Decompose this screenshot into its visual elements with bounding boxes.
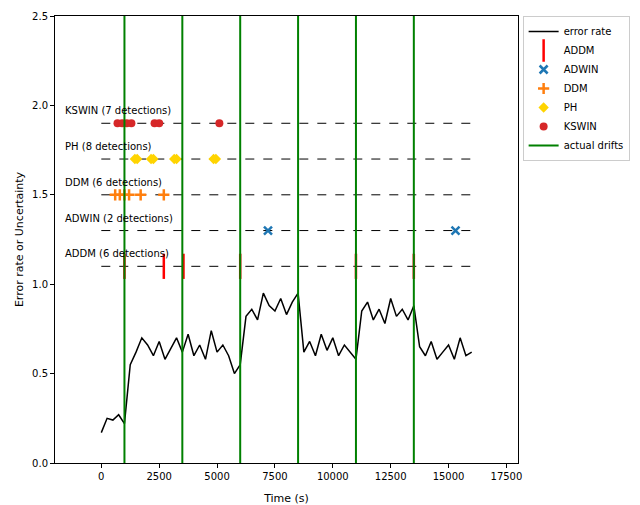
svg-text:1.5: 1.5 [32,189,48,200]
svg-text:KSWIN: KSWIN [564,121,597,132]
svg-text:17500: 17500 [491,471,523,482]
svg-text:Error rate or Uncertainty: Error rate or Uncertainty [13,171,26,307]
svg-text:DDM: DDM [564,83,588,94]
svg-text:ADWIN: ADWIN [564,64,599,75]
svg-text:1.0: 1.0 [32,279,48,290]
svg-text:12500: 12500 [375,471,407,482]
svg-text:KSWIN (7 detections): KSWIN (7 detections) [65,105,171,116]
svg-text:5000: 5000 [204,471,229,482]
svg-text:ADDM: ADDM [564,45,595,56]
svg-text:0.5: 0.5 [32,368,48,379]
svg-text:2500: 2500 [146,471,171,482]
svg-text:DDM (6 detections): DDM (6 detections) [65,177,162,188]
svg-text:0.0: 0.0 [32,458,48,469]
svg-text:error rate: error rate [564,26,612,37]
svg-text:PH (8 detections): PH (8 detections) [65,141,152,152]
svg-text:2.5: 2.5 [32,11,48,22]
svg-text:2.0: 2.0 [32,100,48,111]
svg-text:ADDM (6 detections): ADDM (6 detections) [65,248,169,259]
svg-text:10000: 10000 [317,471,349,482]
svg-text:PH: PH [564,102,578,113]
svg-text:7500: 7500 [262,471,287,482]
svg-text:ADWIN (2 detections): ADWIN (2 detections) [65,213,173,224]
svg-text:0: 0 [98,471,104,482]
svg-text:actual drifts: actual drifts [564,140,624,151]
svg-text:Time (s): Time (s) [263,492,309,505]
svg-text:15000: 15000 [433,471,465,482]
